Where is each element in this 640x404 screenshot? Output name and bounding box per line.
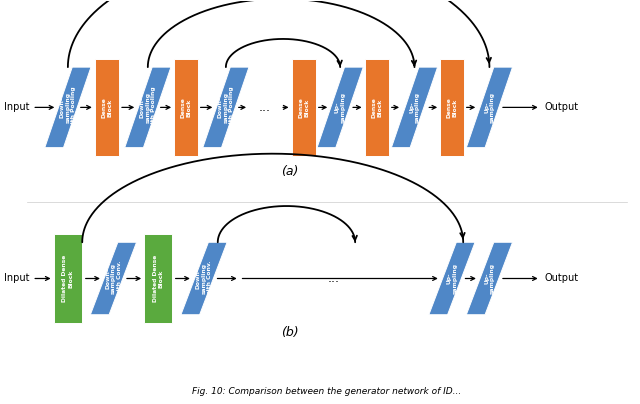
Polygon shape [145, 234, 172, 323]
Text: Up-
sampling: Up- sampling [335, 92, 346, 123]
Polygon shape [45, 67, 91, 147]
Text: Down-
sampling
with Conv.: Down- sampling with Conv. [196, 261, 212, 296]
Polygon shape [317, 67, 364, 147]
Polygon shape [440, 59, 464, 156]
Text: Output: Output [545, 274, 579, 284]
Text: (b): (b) [281, 326, 298, 339]
Text: Up-
sampling: Up- sampling [447, 263, 458, 294]
Text: Input: Input [4, 274, 29, 284]
Polygon shape [467, 67, 513, 147]
Text: ...: ... [259, 101, 271, 114]
Text: Output: Output [545, 102, 579, 112]
Text: Up-
sampling: Up- sampling [484, 92, 495, 123]
Text: Input: Input [4, 102, 29, 112]
Polygon shape [174, 59, 198, 156]
Polygon shape [365, 59, 389, 156]
Text: ...: ... [327, 272, 339, 285]
Text: Dilated Dense
Block: Dilated Dense Block [153, 255, 164, 302]
Polygon shape [429, 242, 475, 315]
Text: Down-
sampling
with Pooling: Down- sampling with Pooling [140, 86, 156, 129]
Text: Fig. 10: Comparison between the generator network of ID...: Fig. 10: Comparison between the generato… [193, 387, 461, 396]
Polygon shape [181, 242, 227, 315]
Polygon shape [125, 67, 171, 147]
Text: Dense
Block: Dense Block [180, 97, 191, 118]
Polygon shape [95, 59, 119, 156]
Text: Dense
Block: Dense Block [298, 97, 309, 118]
Text: Dilated Dense
Block: Dilated Dense Block [63, 255, 73, 302]
Polygon shape [292, 59, 316, 156]
Polygon shape [90, 242, 136, 315]
Polygon shape [392, 67, 438, 147]
Text: Dense
Block: Dense Block [372, 97, 383, 118]
Text: Down-
sampling
with Conv.: Down- sampling with Conv. [105, 261, 122, 296]
Text: Up-
sampling: Up- sampling [409, 92, 420, 123]
Text: Down-
sampling
with Pooling: Down- sampling with Pooling [60, 86, 76, 129]
Polygon shape [203, 67, 249, 147]
Polygon shape [467, 242, 513, 315]
Text: Down-
sampling
with Pooling: Down- sampling with Pooling [218, 86, 234, 129]
Text: Dense
Block: Dense Block [102, 97, 113, 118]
Text: (a): (a) [281, 165, 298, 178]
Text: Up-
sampling: Up- sampling [484, 263, 495, 294]
Polygon shape [54, 234, 82, 323]
Text: Dense
Block: Dense Block [447, 97, 458, 118]
